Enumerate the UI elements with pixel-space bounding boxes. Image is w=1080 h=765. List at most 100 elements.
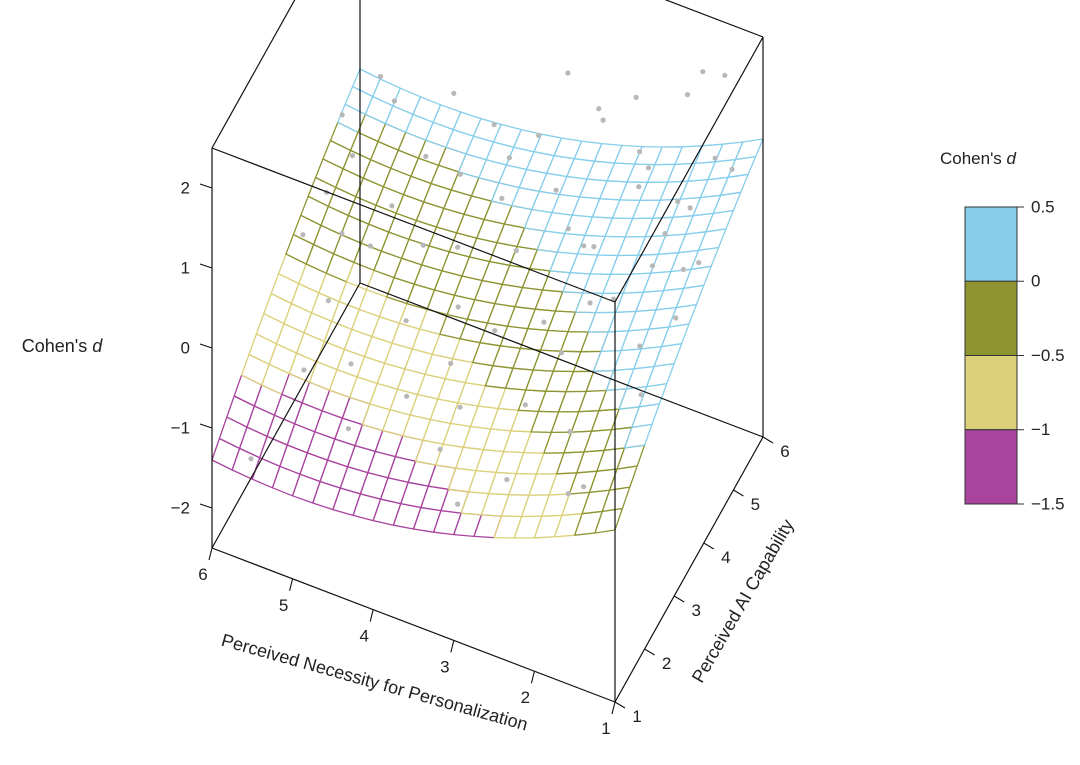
data-point [541,319,547,325]
data-point [587,300,593,306]
data-point [712,155,718,161]
data-point [649,263,656,269]
data-point [722,72,728,78]
data-point [391,98,397,104]
data-point [300,232,306,238]
data-point [403,318,409,324]
legend-tick-label: −0.5 [1031,346,1065,365]
x-tick [611,701,616,715]
data-point [404,393,410,399]
legend-bin [964,206,1018,282]
axis-ticks: −2 −1 0 1 2 1 2 3 4 5 6 1 2 3 4 5 6 [171,178,790,738]
data-point [558,350,565,356]
y-tick [644,648,655,656]
data-point [349,153,355,159]
data-point [673,315,679,321]
z-tick [199,503,213,509]
box-edge [359,282,764,438]
box-edge [664,0,764,38]
x-tick-label: 1 [601,719,610,738]
y-tick [733,489,744,497]
data-point [565,491,571,497]
response-surface [211,68,764,539]
data-point [696,260,702,266]
data-point [248,456,254,462]
data-point [522,402,528,408]
data-point [596,106,602,112]
data-point [581,243,587,249]
data-point [377,73,383,80]
data-point [506,155,512,161]
legend-tick-label: −1.5 [1031,494,1065,513]
box-edge [614,436,764,703]
data-point [565,226,572,232]
x-tick [369,609,374,622]
data-point [637,149,643,155]
y-tick [703,542,715,550]
data-point [638,392,644,398]
data-point [636,184,642,190]
data-point [591,244,597,250]
z-tick [199,263,213,269]
data-point [504,477,510,483]
data-point [499,195,505,201]
data-point [455,244,461,250]
x-tick [208,547,213,561]
color-legend: Cohen's d 0.5 0 −0.5 −1 −1.5 [940,149,1065,513]
z-tick [199,183,213,189]
x-tick-label: 3 [440,657,449,676]
legend-tick-label: 0 [1031,272,1040,291]
y-tick-label: 3 [691,601,700,620]
legend-bin [964,355,1018,431]
data-point [491,122,497,128]
legend-tick-label: −1 [1031,420,1050,439]
data-point [565,70,571,76]
z-tick-label: −1 [171,418,190,437]
y-tick-label: 2 [662,654,671,673]
data-point [348,361,354,367]
box-edge [211,547,616,703]
z-tick-label: 2 [181,178,190,197]
x-tick [289,578,294,591]
y-tick-label: 6 [780,442,789,461]
data-point [448,360,454,366]
legend-bin [964,429,1018,505]
z-axis-title: Cohen's d [22,336,103,356]
data-point [451,90,457,96]
box-edge [211,0,296,149]
data-point [301,367,307,373]
x-tick [450,640,455,653]
data-point [680,266,687,273]
data-point [339,230,345,236]
data-point [633,94,639,100]
data-point [455,501,461,507]
y-tick-label: 5 [751,495,760,514]
data-point [729,166,735,172]
z-tick-label: 1 [181,258,190,277]
data-point [492,328,498,334]
x-axis-title: Perceived Necessity for Personalization [219,630,530,735]
data-point [675,198,681,205]
surface-cell [734,138,764,161]
legend-bin [964,280,1018,356]
y-tick-label: 4 [721,548,730,567]
data-point [662,231,668,237]
z-tick [199,423,213,429]
data-point [581,484,587,490]
data-point [345,426,352,432]
data-points [248,69,735,507]
data-point [437,446,443,452]
data-point [687,205,693,211]
data-point [457,171,463,177]
legend-tick-label: 0.5 [1031,197,1055,216]
z-tick-label: −2 [171,498,190,517]
y-tick [762,436,774,444]
data-point [513,247,519,254]
data-point [684,92,691,98]
data-point [389,203,395,209]
y-tick [673,595,685,603]
box-edge [211,147,616,303]
data-point [420,242,426,248]
box-edge [211,282,361,549]
